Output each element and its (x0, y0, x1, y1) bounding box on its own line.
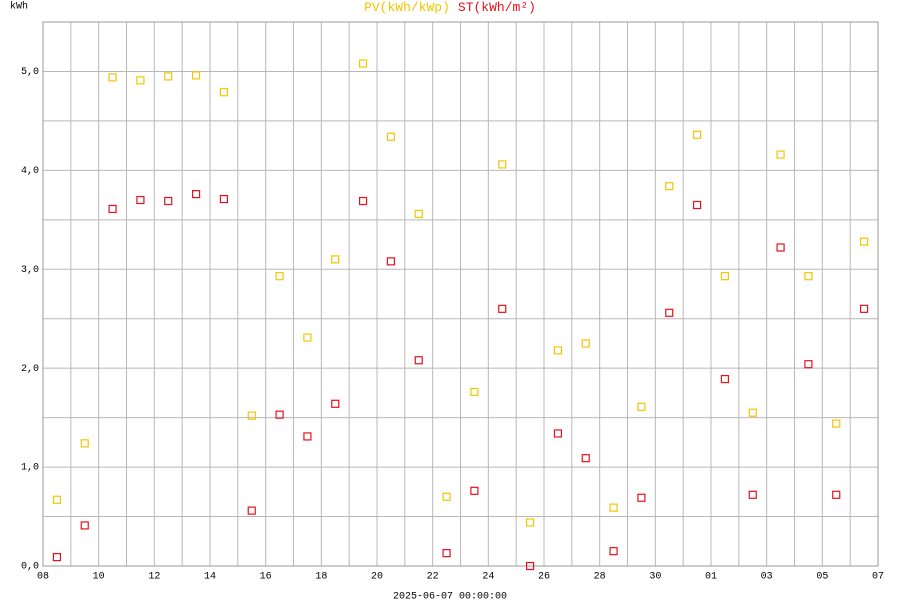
data-point (414, 209, 423, 218)
data-point (637, 493, 646, 502)
data-point (80, 521, 89, 530)
data-point (525, 561, 535, 571)
legend-entry: ST(kWh/m²) (458, 0, 536, 15)
data-point (665, 308, 674, 317)
data-point (80, 439, 89, 448)
data-point (108, 73, 117, 82)
data-point (442, 549, 451, 558)
legend-entry: PV(kWh/kWp) (364, 0, 450, 15)
x-tick-label: 22 (427, 572, 439, 583)
data-point (581, 339, 590, 348)
data-point (498, 160, 507, 169)
data-point (442, 492, 451, 501)
data-point (247, 411, 256, 420)
data-point (804, 272, 813, 281)
x-tick-label: 03 (761, 572, 773, 583)
data-point (358, 59, 368, 68)
data-point (804, 360, 813, 369)
data-point (776, 243, 785, 252)
data-point (553, 346, 563, 355)
data-point (748, 490, 757, 499)
data-point (191, 71, 201, 80)
data-point (303, 333, 312, 342)
x-tick-label: 26 (538, 572, 550, 583)
y-tick-label: 2,0 (21, 364, 39, 375)
x-tick-label: 18 (315, 572, 327, 583)
data-point (498, 304, 507, 313)
data-point (136, 76, 145, 85)
data-point (553, 429, 563, 438)
data-point (859, 304, 869, 313)
x-tick-label: 12 (148, 572, 160, 583)
data-point (386, 257, 396, 266)
y-tick-label: 5,0 (21, 67, 39, 78)
data-point (581, 454, 590, 463)
data-point (164, 196, 173, 206)
data-point (414, 356, 423, 365)
data-point (859, 237, 869, 246)
y-tick-label: 3,0 (21, 265, 39, 276)
x-tick-label: 28 (594, 572, 606, 583)
data-point (331, 399, 340, 408)
data-point (386, 132, 396, 141)
data-point (637, 402, 646, 411)
data-point (470, 486, 479, 495)
data-point (136, 195, 145, 205)
data-point (108, 204, 117, 214)
data-point (219, 194, 229, 204)
x-tick-label: 16 (260, 572, 272, 583)
plot-border (42, 21, 879, 567)
data-point (832, 419, 841, 428)
data-point (692, 130, 702, 139)
data-point (52, 552, 62, 562)
data-point (164, 72, 173, 81)
data-point (358, 196, 368, 206)
x-tick-label: 07 (872, 572, 884, 583)
data-point (748, 408, 757, 417)
data-point (692, 200, 702, 210)
data-point (52, 495, 62, 504)
data-point (720, 374, 730, 384)
data-point (191, 190, 201, 199)
data-point (720, 272, 730, 281)
data-point (470, 387, 479, 397)
x-tick-label: 05 (816, 572, 828, 583)
data-point (665, 182, 674, 191)
data-point (303, 432, 312, 441)
y-tick-label: 1,0 (21, 463, 39, 474)
x-tick-label: 14 (204, 572, 216, 583)
y-tick-label: 0,0 (21, 562, 39, 573)
x-tick-label: 20 (371, 572, 383, 583)
data-point (776, 150, 785, 159)
data-point (832, 490, 841, 499)
data-point (331, 255, 340, 264)
y-axis-label: kWh (10, 1, 28, 13)
data-point (609, 503, 618, 512)
y-tick-label: 4,0 (21, 166, 39, 177)
data-point (275, 410, 284, 419)
x-tick-label: 01 (705, 572, 717, 583)
data-point (609, 547, 618, 556)
data-point (247, 506, 256, 515)
data-point (525, 518, 535, 527)
x-tick-label: 24 (482, 572, 494, 583)
x-tick-label: 08 (37, 572, 49, 583)
data-point (219, 88, 229, 97)
x-tick-label: 10 (93, 572, 105, 583)
x-axis-label: 2025-06-07 00:00:00 (393, 592, 507, 600)
legend: PV(kWh/kWp) ST(kWh/m²) (364, 0, 536, 15)
x-tick-label: 30 (649, 572, 661, 583)
data-point (275, 272, 284, 281)
